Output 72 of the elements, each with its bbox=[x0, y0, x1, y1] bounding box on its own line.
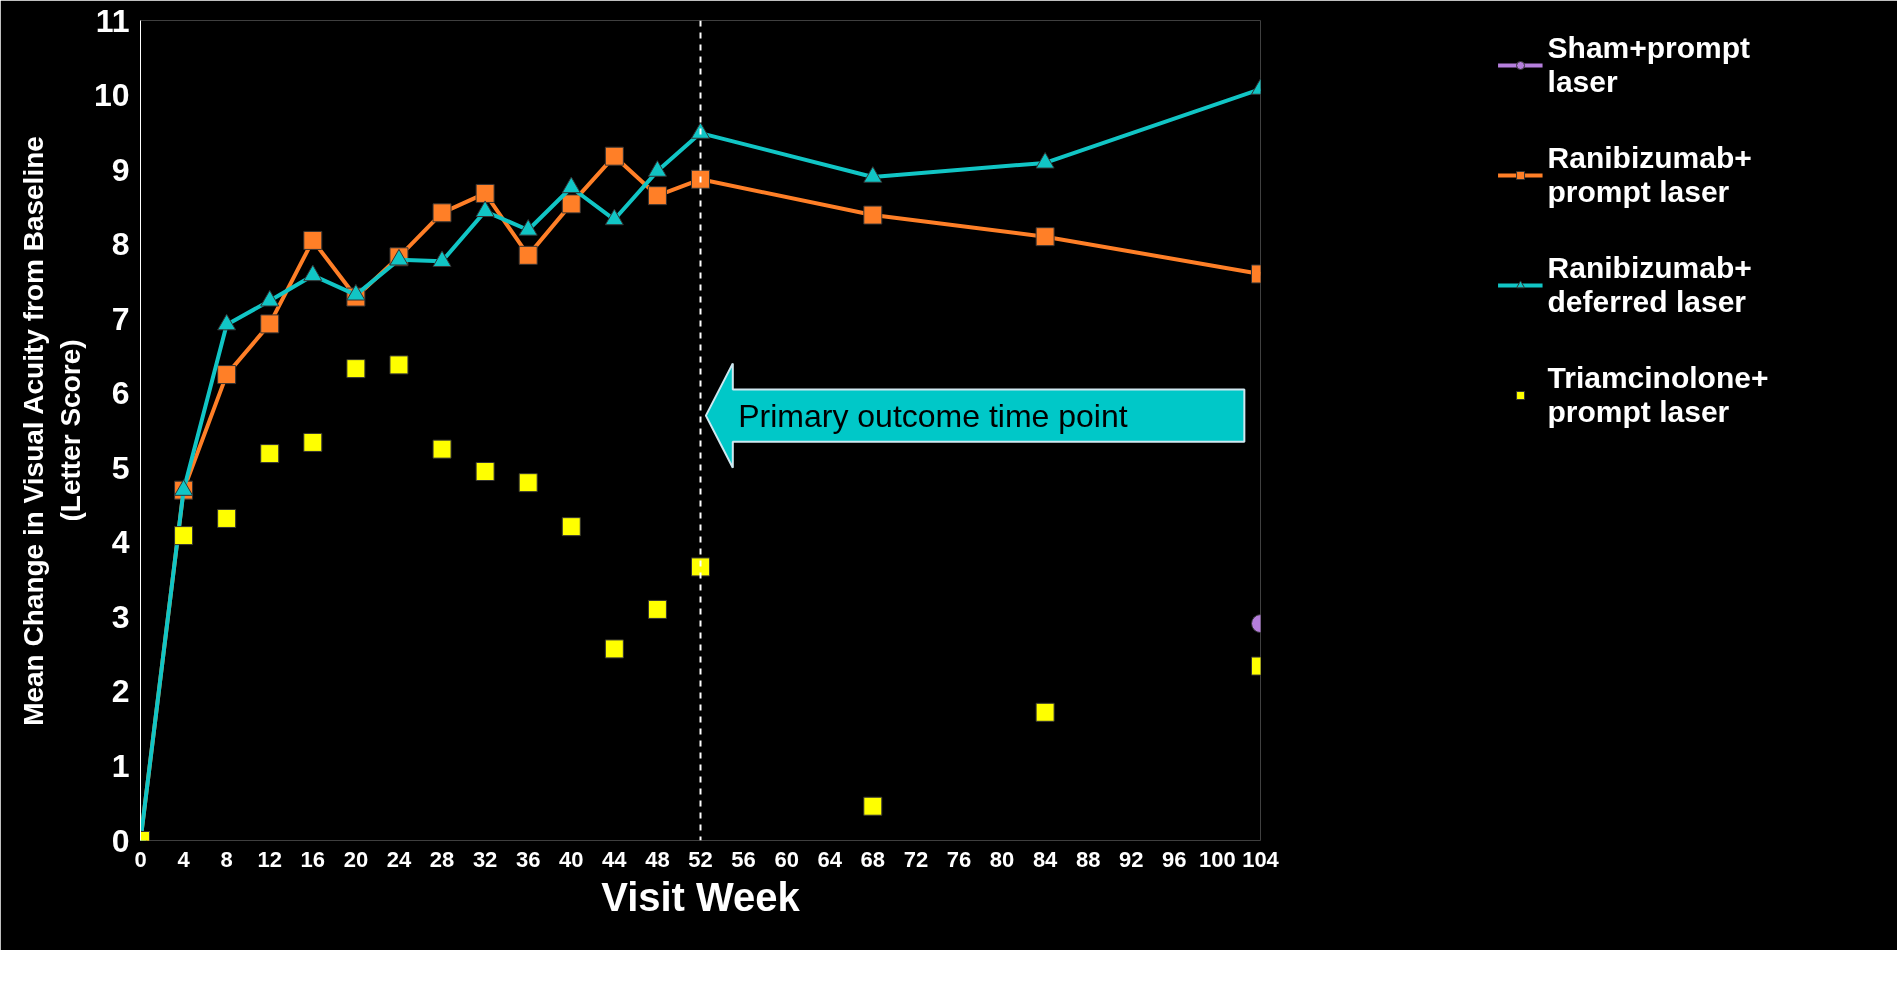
x-axis-title: Visit Week bbox=[601, 874, 801, 919]
point bbox=[647, 599, 667, 619]
point bbox=[260, 314, 280, 334]
point bbox=[389, 355, 409, 375]
x-tick-label: 64 bbox=[817, 846, 843, 872]
y-tick-label: 8 bbox=[111, 226, 130, 263]
point bbox=[604, 146, 624, 166]
point bbox=[475, 183, 495, 203]
x-tick-label: 48 bbox=[645, 846, 670, 872]
x-tick-label: 88 bbox=[1075, 846, 1101, 872]
point bbox=[260, 444, 280, 464]
y-tick-label: 3 bbox=[111, 598, 130, 635]
point bbox=[518, 245, 538, 265]
x-tick-label: 72 bbox=[903, 846, 929, 872]
point bbox=[1035, 702, 1055, 722]
x-tick-label: 104 bbox=[1242, 846, 1280, 872]
x-tick-label: 44 bbox=[602, 846, 628, 872]
x-tick-label: 8 bbox=[220, 846, 233, 872]
point bbox=[432, 203, 452, 223]
point bbox=[561, 517, 581, 537]
x-tick-label: 12 bbox=[257, 846, 282, 872]
ref-line-label: Primary outcome time point bbox=[738, 397, 1128, 434]
x-tick-label: 4 bbox=[177, 846, 191, 872]
x-tick-label: 80 bbox=[989, 846, 1015, 872]
point bbox=[1035, 227, 1055, 247]
x-tick-label: 16 bbox=[300, 846, 326, 872]
legend-label: Sham+prompt laser bbox=[1547, 30, 1751, 100]
x-tick-label: 0 bbox=[134, 846, 147, 872]
y-tick-label: 6 bbox=[111, 375, 130, 412]
y-axis-title: Mean Change in Visual Acuity from Baseline (Letter Score) bbox=[17, 136, 86, 726]
x-tick-label: 100 bbox=[1199, 846, 1236, 872]
y-tick-label: 4 bbox=[111, 524, 130, 561]
y-tick-label: 9 bbox=[111, 151, 130, 188]
x-tick-label: 20 bbox=[343, 846, 369, 872]
point bbox=[303, 432, 323, 452]
point bbox=[863, 205, 883, 225]
x-tick-label: 84 bbox=[1032, 846, 1059, 872]
point bbox=[346, 359, 366, 379]
x-tick-label: 52 bbox=[688, 846, 713, 872]
legend-label: Ranibizumab+deferred laser bbox=[1547, 250, 1752, 320]
x-tick-label: 28 bbox=[429, 846, 455, 872]
point bbox=[217, 508, 237, 528]
point bbox=[432, 439, 452, 459]
point bbox=[691, 557, 710, 577]
point bbox=[691, 169, 710, 189]
y-tick-label: 5 bbox=[111, 449, 130, 486]
y-tick-label: 11 bbox=[95, 2, 130, 39]
point bbox=[303, 230, 323, 250]
x-tick-label: 60 bbox=[774, 846, 799, 872]
point bbox=[647, 186, 667, 206]
x-tick-label: 96 bbox=[1162, 846, 1187, 872]
point bbox=[475, 462, 495, 481]
x-tick-label: 40 bbox=[559, 846, 584, 872]
point bbox=[174, 526, 194, 546]
y-tick-label: 7 bbox=[111, 300, 130, 337]
point bbox=[863, 796, 883, 816]
legend-label: Triamcinolone+prompt laser bbox=[1547, 360, 1769, 430]
x-tick-label: 36 bbox=[515, 846, 541, 872]
point bbox=[217, 365, 237, 385]
x-tick-label: 76 bbox=[946, 846, 972, 872]
x-tick-label: 32 bbox=[472, 846, 498, 872]
x-tick-label: 92 bbox=[1119, 846, 1144, 872]
y-tick-label: 2 bbox=[111, 673, 130, 710]
x-tick-label: 24 bbox=[386, 846, 412, 872]
point bbox=[604, 639, 624, 659]
point bbox=[518, 473, 538, 493]
x-tick-label: 56 bbox=[731, 846, 756, 872]
y-tick-label: 1 bbox=[111, 747, 130, 784]
x-tick-label: 68 bbox=[860, 846, 886, 872]
legend-label: Ranibizumab+prompt laser bbox=[1547, 140, 1752, 210]
point bbox=[561, 194, 581, 214]
y-tick-label: 10 bbox=[93, 77, 130, 114]
